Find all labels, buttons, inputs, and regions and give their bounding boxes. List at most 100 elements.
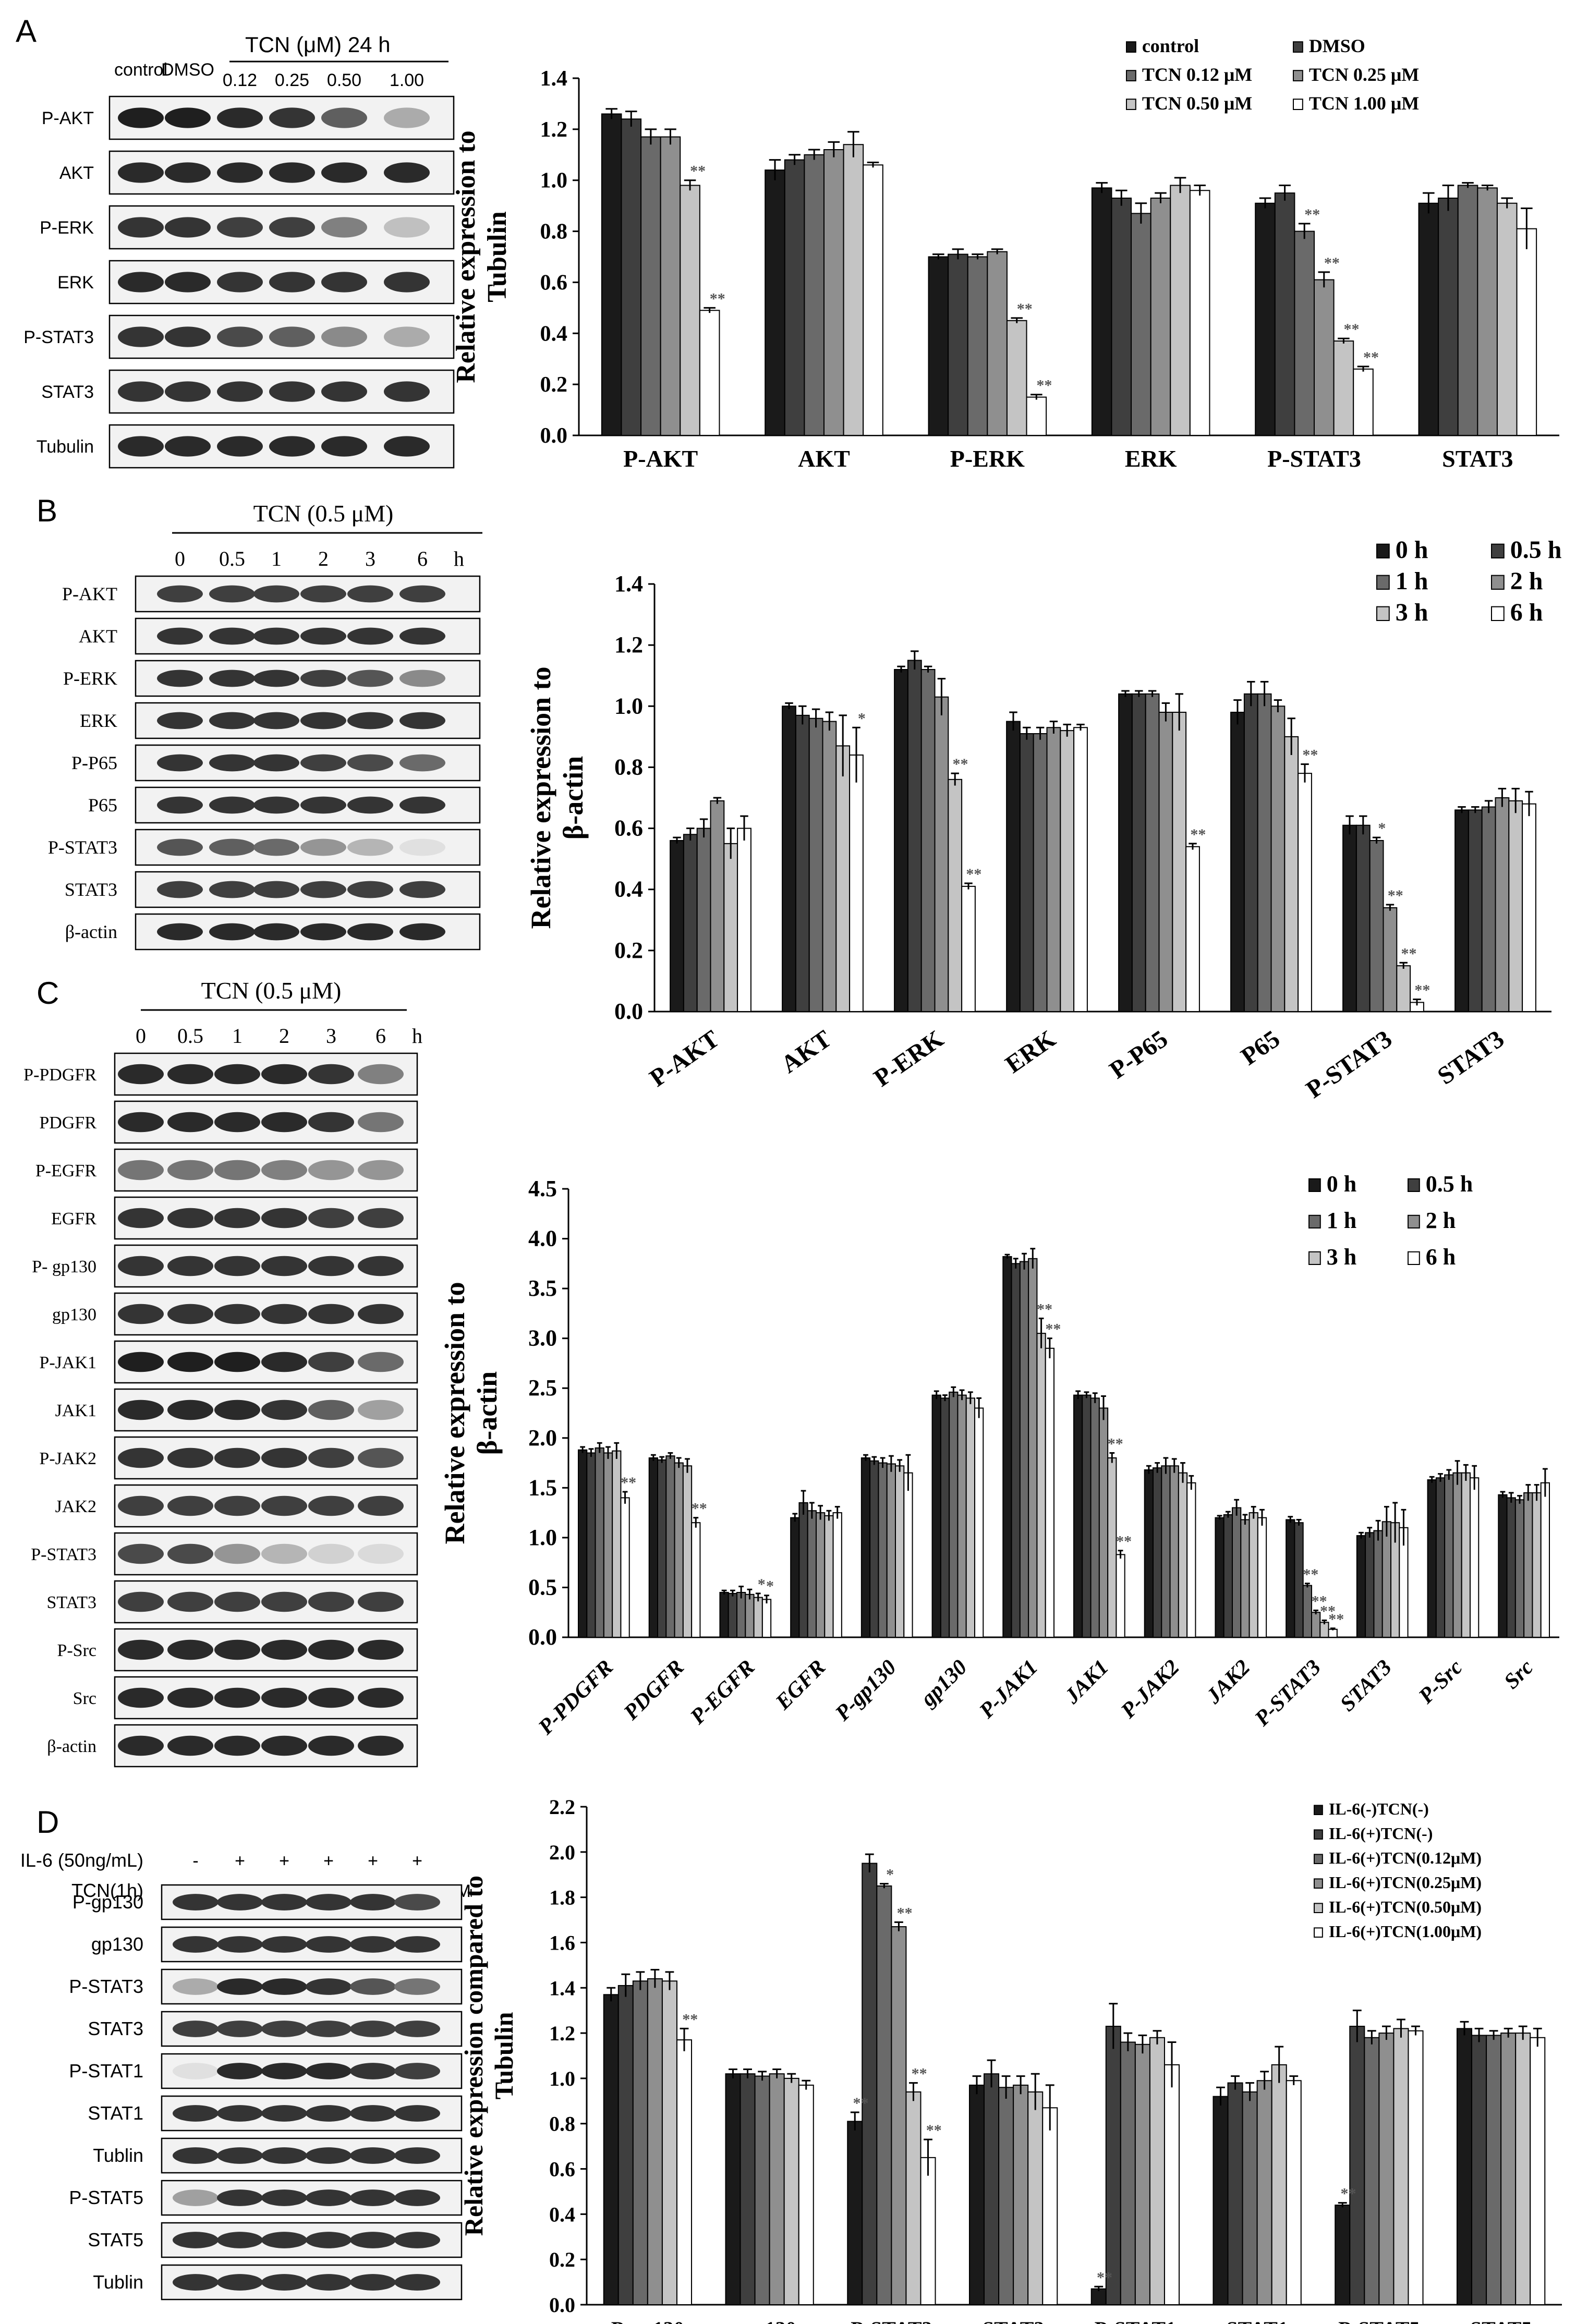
blot-band [261,1400,307,1420]
y-tick-label: 0.4 [540,322,568,346]
bar [1452,1472,1462,1638]
legend-swatch [1308,1214,1321,1229]
bar [1045,1347,1054,1638]
bar [728,1592,737,1638]
blot-band [399,923,445,941]
significance-marker: ** [1324,254,1340,272]
blot-band [306,2021,351,2037]
bar [1355,824,1371,1012]
blot-band [167,1112,213,1133]
blot-band [173,2232,219,2248]
blot-band [167,1304,213,1324]
bar [699,310,720,436]
blot-row-label: STAT1 [88,2102,143,2124]
y-axis-label-line: Relative expression to [451,130,481,383]
significance-marker: ** [621,1474,636,1491]
lane-label: 0.25 [275,70,309,90]
bar [808,717,823,1012]
panel-label-d: D [37,1805,59,1840]
bar [683,834,698,1013]
blot-band [209,670,255,687]
significance-marker: ** [1017,300,1033,318]
bar [1240,1519,1250,1638]
bar [661,1980,677,2305]
lane-label: 0 [175,547,185,570]
blot-band [308,1495,354,1516]
blot-row-label: P-PDGFR [23,1065,96,1085]
blot-row: P-ERK [40,205,455,250]
blot-band [350,1978,396,1995]
significance-marker: * [858,710,866,727]
blot-row-label: EGFR [51,1209,96,1228]
category-label: P-JAK2 [1116,1656,1184,1724]
bar [1500,2033,1517,2305]
bar [824,1515,834,1638]
y-tick-label: 3.0 [528,1325,557,1351]
blot-row: STAT3 [46,1580,418,1624]
blot-row-label: P-ERK [63,668,117,689]
blot-band [261,1894,307,1911]
bar [1365,1532,1375,1638]
y-tick-label: 2.2 [549,1795,575,1819]
blot-band [384,326,430,347]
lane-label: 6 [375,1024,386,1048]
blot-band [306,1936,351,1953]
bar [1256,2080,1272,2305]
blot-band [167,1352,213,1372]
blot-band [358,1160,404,1181]
bar [823,149,844,436]
bar [739,2073,756,2306]
bar [1286,2080,1302,2305]
blot-band [165,107,211,128]
blot-row-label: ERK [80,710,117,731]
blot-band [214,1112,260,1133]
bar [783,2077,799,2306]
bar [1248,1512,1258,1638]
blot-band [358,1543,404,1564]
blot-band [157,712,203,729]
blot-band [308,1400,354,1420]
blot-band [165,326,211,347]
bar [1274,192,1295,436]
category-label: STAT1 [1226,2317,1288,2324]
bar [920,2157,936,2305]
legend-swatch [1314,1927,1323,1938]
bar [1105,2026,1121,2305]
category-label: STAT3 [1433,1025,1509,1090]
blot-row-label: P-ERK [40,218,94,238]
bar [940,1397,950,1638]
bar [578,1449,588,1638]
bar [847,2121,863,2306]
lane-label: 1 [271,547,282,570]
blot-band [347,627,393,645]
significance-marker: ** [1312,1592,1327,1610]
blot-band [358,1735,404,1756]
lane-label: control [114,60,167,80]
blot-row: P-STAT3 [31,1532,418,1576]
bar [1186,1482,1196,1638]
blot-band [253,838,299,856]
blot-band [214,1160,260,1181]
blot-band [118,1160,164,1181]
blot-row-label: STAT3 [88,2018,143,2039]
y-tick-label: 1.4 [540,67,568,91]
blot-band [384,107,430,128]
blot-band [261,2021,307,2037]
blot-band [347,585,393,603]
blot-band [350,2021,396,2037]
bar [1333,340,1354,436]
blot-band [384,272,430,293]
y-axis-label-line: β-actin [557,756,589,839]
blot-band [217,381,263,402]
blot-band [347,754,393,772]
legend: 0 h 0.5 h 1 h 2 h 3 h 6 h [1308,1171,1473,1270]
blot-row-label: P-P65 [71,752,117,773]
significance-marker: ** [1363,349,1379,366]
bar [1172,712,1187,1012]
y-tick-label: 0.0 [614,999,643,1024]
blot-band [261,2105,307,2122]
bar [601,113,622,436]
blot-band [118,217,164,238]
significance-marker: ** [710,290,725,307]
